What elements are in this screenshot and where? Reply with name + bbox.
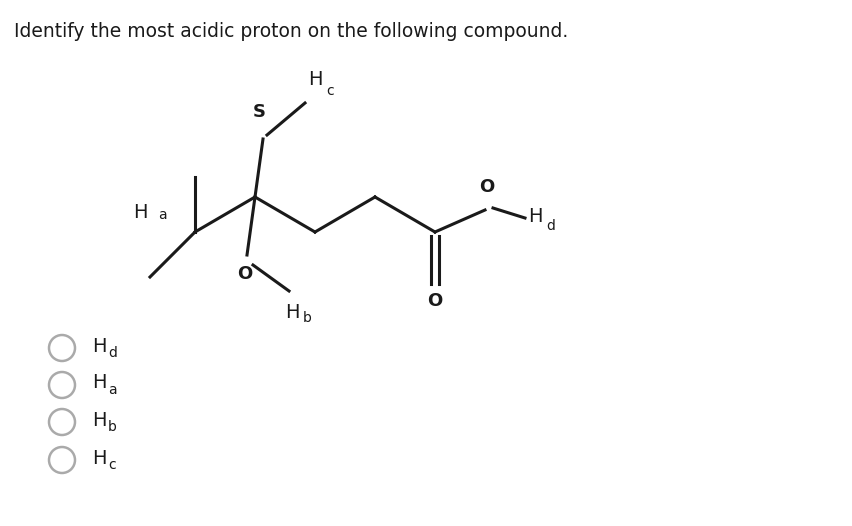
Text: H: H [92,449,106,468]
Text: H: H [92,373,106,392]
Text: O: O [480,178,495,196]
Text: d: d [546,219,555,233]
Text: b: b [303,311,312,325]
Text: Identify the most acidic proton on the following compound.: Identify the most acidic proton on the f… [14,22,568,41]
Text: H: H [308,70,323,89]
Text: H: H [528,207,543,226]
Text: S: S [252,103,266,121]
Text: a: a [108,383,117,397]
Text: H: H [133,203,147,221]
Text: O: O [428,292,443,310]
Text: c: c [108,458,116,472]
Text: O: O [238,265,253,283]
Text: H: H [92,337,106,356]
Text: c: c [326,84,334,98]
Text: b: b [108,420,117,434]
Text: H: H [285,303,300,322]
Text: a: a [158,208,167,222]
Text: H: H [92,410,106,430]
Text: d: d [108,346,117,360]
